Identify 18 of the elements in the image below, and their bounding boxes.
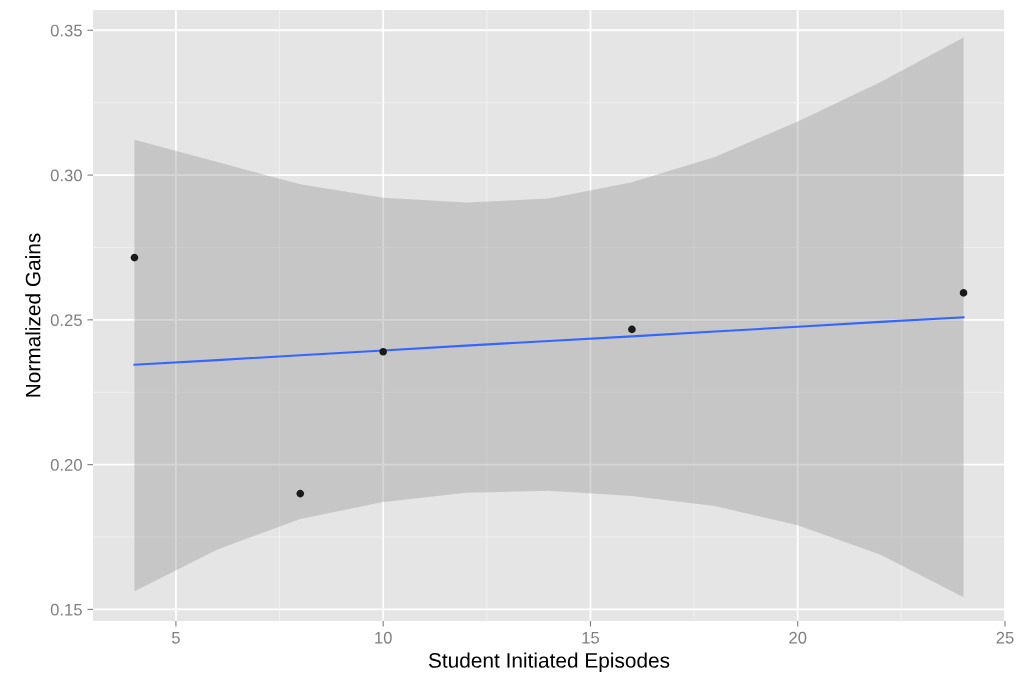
y-tick-label: 0.20 <box>50 459 82 471</box>
point <box>296 489 305 498</box>
y-tick-label: 0.25 <box>50 314 82 327</box>
y-tick-label: 0.15 <box>50 603 82 616</box>
x-tick-label: 5 <box>171 632 180 644</box>
x-axis-title: Student Initiated Episodes <box>428 652 670 672</box>
point <box>130 253 139 262</box>
point <box>379 347 387 356</box>
y-tick-label: 0.30 <box>50 169 82 182</box>
x-tick-label: 10 <box>375 631 392 644</box>
x-tick-label: 15 <box>582 632 600 644</box>
y-tick-label: 0.35 <box>50 24 82 37</box>
y-axis-title: Normalized Gains <box>25 233 41 397</box>
x-tick-label: 25 <box>996 631 1014 644</box>
point <box>628 325 636 334</box>
line-series <box>133 316 965 366</box>
x-tick-label: 20 <box>789 631 807 644</box>
point <box>959 289 968 297</box>
